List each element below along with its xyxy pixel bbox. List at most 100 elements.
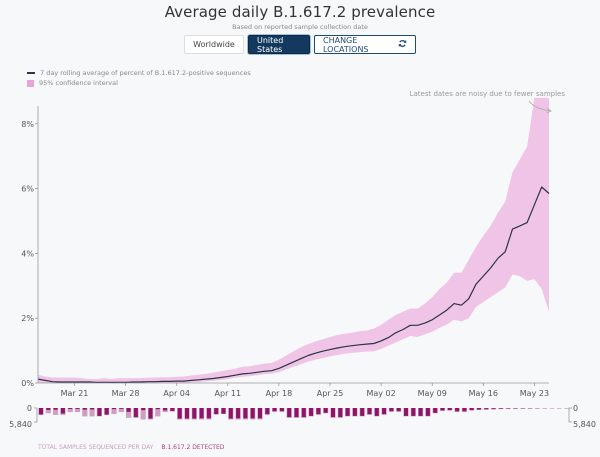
x-tick-label: Mar 28 — [112, 389, 140, 398]
chart-subtitle: Based on reported sample collection date — [232, 23, 368, 31]
bar-detected — [112, 408, 116, 410]
bar-legend-detected: B.1.617.2 DETECTED — [161, 444, 225, 451]
worldwide-button[interactable]: Worldwide — [184, 35, 244, 54]
y-tick-label: 4% — [21, 249, 34, 258]
bar-detected — [535, 408, 540, 409]
bar-total-samples — [140, 408, 146, 420]
bar-detected — [141, 408, 146, 411]
bar-detected — [279, 408, 284, 412]
bar-detected — [491, 408, 496, 410]
bar-detected — [214, 408, 219, 414]
united-states-button[interactable]: United States — [248, 35, 310, 54]
legend-item-line: 7 day rolling average of percent of B.1.… — [27, 68, 251, 78]
bar-total-samples — [534, 408, 540, 409]
location-selector: Worldwide United States CHANGE LOCATIONS — [0, 35, 600, 54]
bar-detected — [462, 408, 467, 412]
bar-detected — [294, 408, 299, 418]
bar-detected — [484, 408, 489, 410]
bar-detected — [382, 408, 387, 415]
y-tick-label: 2% — [21, 314, 34, 323]
chart-title: Average daily B.1.617.2 prevalence — [164, 3, 436, 21]
annotation-arrowhead-icon — [546, 107, 552, 114]
noisy-data-annotation: Latest dates are noisy due to fewer samp… — [410, 90, 566, 98]
bar-detected — [104, 408, 109, 415]
bar-detected — [126, 408, 131, 412]
x-tick-label: Apr 04 — [163, 389, 190, 398]
legend-item-band: 95% confidence interval — [27, 78, 251, 88]
bar-detected — [316, 408, 321, 415]
bar-detected — [119, 408, 124, 409]
confidence-band — [38, 97, 549, 384]
bar-detected — [221, 408, 226, 414]
y-tick-label: 0% — [21, 379, 34, 388]
bar-axis-left-min: 0 — [27, 404, 32, 413]
prevalence-line — [37, 186, 550, 383]
bar-axis-right-min: 0 — [573, 404, 578, 413]
x-tick-label: Apr 18 — [266, 389, 293, 398]
bar-detected — [206, 408, 211, 419]
bar-detected — [287, 408, 292, 418]
refresh-icon — [398, 39, 407, 50]
legend-band-label: 95% confidence interval — [39, 79, 118, 87]
bar-detected — [236, 408, 241, 419]
bar-detected — [542, 408, 547, 409]
bar-total-samples — [126, 408, 132, 418]
bar-detected — [39, 408, 43, 415]
bar-detected — [46, 408, 51, 410]
bar-detected — [447, 408, 452, 411]
bar-total-samples — [74, 408, 81, 413]
bar-total-samples — [67, 408, 73, 413]
bar-detected — [272, 408, 277, 412]
bar-detected — [192, 408, 197, 419]
bar-detected — [309, 408, 314, 416]
bar-detected — [374, 408, 379, 416]
bar-detected — [82, 408, 87, 410]
bar-total-samples — [527, 408, 533, 409]
bar-detected — [506, 408, 511, 409]
bar-detected — [455, 408, 460, 412]
bar-detected — [170, 408, 175, 411]
bar-detected — [301, 408, 306, 418]
bar-legend-total: TOTAL SAMPLES SEQUENCED PER DAY — [38, 444, 154, 451]
bar-total-samples — [564, 408, 570, 409]
bar-detected — [520, 408, 525, 409]
bar-total-samples — [118, 408, 124, 413]
bar-detected — [396, 408, 401, 412]
annotation-arrow-icon — [528, 100, 552, 112]
x-tick-label: May 16 — [469, 389, 498, 398]
bar-axis-right — [568, 407, 572, 423]
bar-detected — [258, 408, 262, 419]
legend-band-swatch — [27, 79, 34, 87]
legend-line-swatch — [27, 72, 35, 74]
x-tick-label: May 09 — [418, 389, 447, 398]
bar-detected — [331, 408, 335, 418]
bar-detected — [265, 408, 270, 415]
bar-detected — [243, 408, 248, 419]
bar-detected — [177, 408, 182, 419]
bar-detected — [155, 408, 160, 410]
bar-detected — [60, 408, 65, 414]
bar-total-samples — [53, 408, 59, 415]
chart-legend: 7 day rolling average of percent of B.1.… — [27, 68, 251, 88]
bar-detected — [75, 408, 80, 409]
bar-detected — [418, 408, 423, 416]
y-tick-label: 8% — [21, 120, 34, 129]
bar-total-samples — [556, 408, 562, 409]
bar-total-samples — [111, 408, 117, 414]
bar-detected — [564, 408, 569, 409]
y-tick-label: 6% — [21, 185, 34, 194]
bar-detected — [469, 408, 474, 411]
bar-detected — [513, 408, 518, 409]
bar-detected — [389, 408, 394, 412]
legend-line-label: 7 day rolling average of percent of B.1.… — [40, 69, 251, 77]
bar-detected — [97, 408, 102, 416]
bar-detected — [323, 408, 328, 413]
bar-total-samples — [155, 408, 161, 417]
bar-detected — [53, 408, 58, 410]
bar-axis-left — [34, 407, 38, 423]
change-locations-button[interactable]: CHANGE LOCATIONS — [314, 35, 416, 54]
bar-detected — [404, 408, 408, 416]
bar-detected — [411, 408, 416, 416]
bar-detected — [367, 408, 372, 415]
